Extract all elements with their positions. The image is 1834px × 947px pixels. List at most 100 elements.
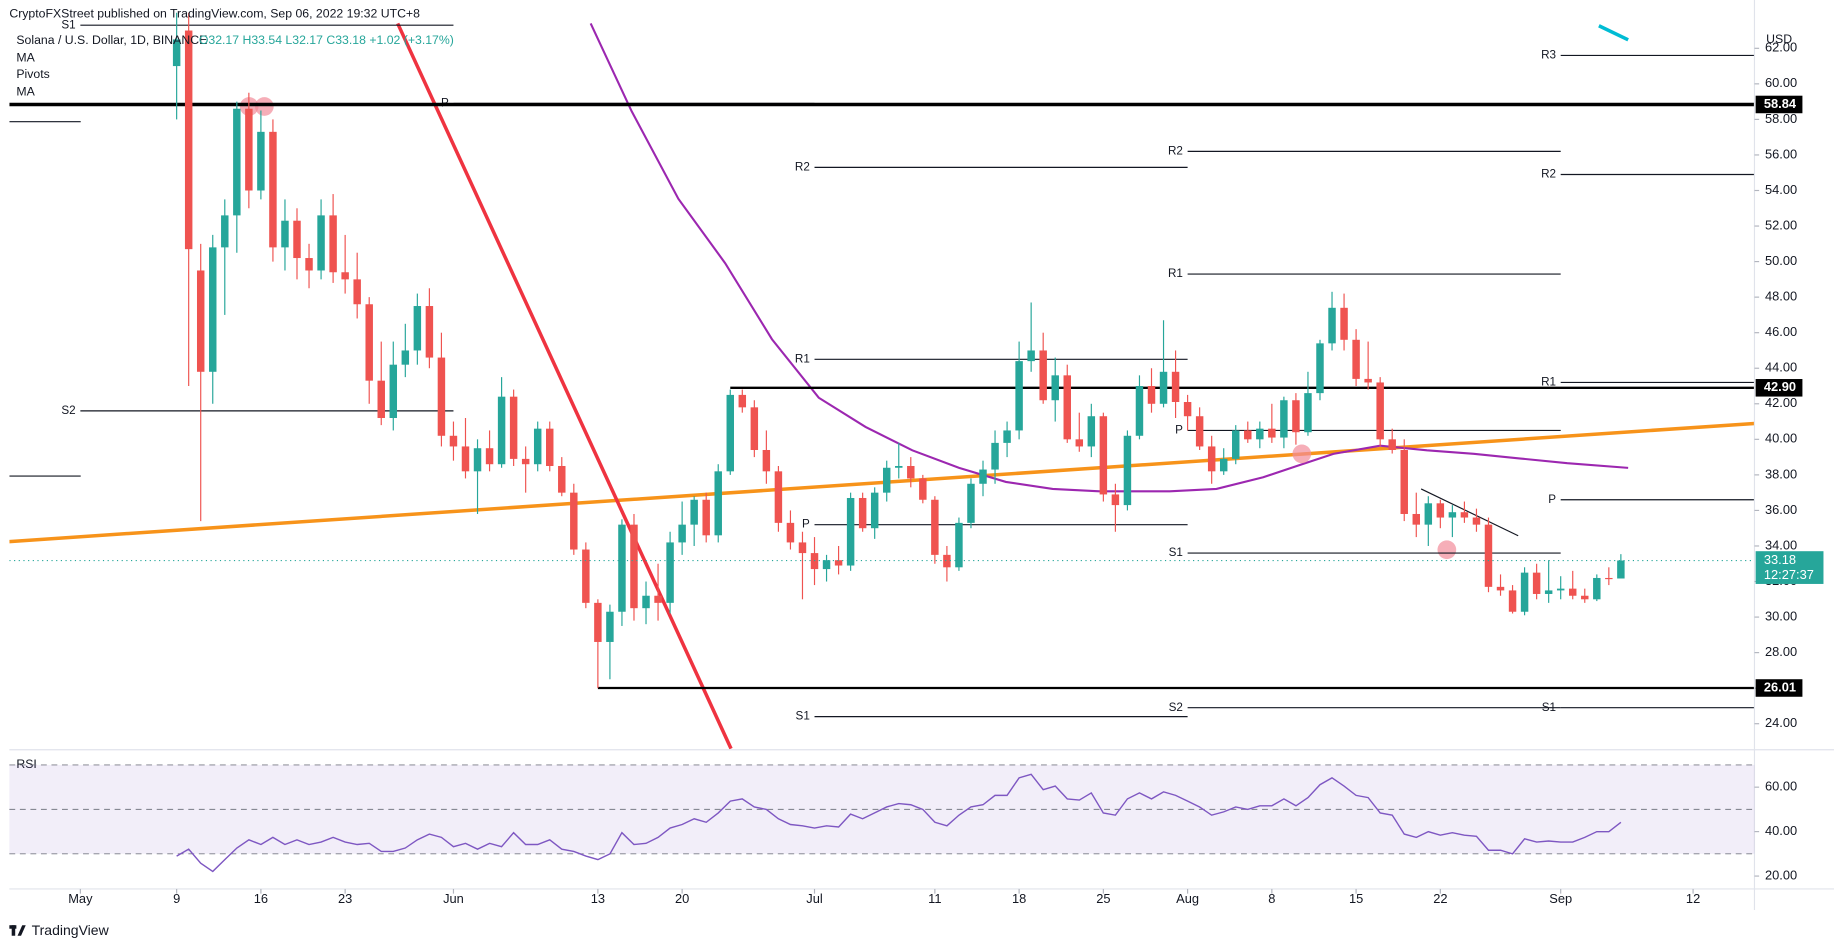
candle-body [305,258,313,271]
candle-body [1135,386,1144,436]
y-tick-label: 50.00 [1765,253,1797,268]
candle-body [714,471,722,536]
y-tick-label: 36.00 [1765,502,1797,517]
symbol: Solana / U.S. Dollar, 1D, BINANCE [16,33,207,47]
published-note: CryptoFXStreet published on TradingView.… [9,6,420,20]
candle-body [1316,343,1324,394]
pivot-label: P [802,518,810,531]
pivot-label: R1 [1541,376,1556,389]
x-tick-label: 11 [928,891,941,906]
candle-body [943,554,951,568]
candle-body [233,108,241,216]
candle-body [919,478,927,500]
trendline [9,421,1755,544]
candle-body [822,560,831,570]
indicator: MA [16,51,35,65]
candle-body [846,497,855,566]
candle-body [172,39,181,67]
candle-body [1352,339,1360,379]
candle-body [702,499,710,536]
candle-body [1496,586,1505,591]
candle-body [401,350,410,365]
candle-body [678,524,686,543]
x-tick-label: 15 [1349,891,1363,906]
candle-body [1003,430,1011,443]
pivot-label: S2 [61,404,75,417]
candle-body [642,595,650,609]
rsi-line [176,773,1622,873]
candle-body [546,428,554,466]
level-label: 58.84 [1764,96,1797,111]
candle-body [1099,416,1108,495]
candle-body [293,220,301,259]
candle-body [461,446,470,472]
candle-body [1123,435,1132,506]
x-tick-label: 23 [338,891,352,906]
y-tick-label: 56.00 [1765,146,1797,161]
candle-body [870,492,879,529]
candle-body [1171,371,1180,403]
pivot-label: R2 [1168,144,1183,157]
y-tick-label: 40.00 [1765,431,1797,446]
candle-body [245,108,253,191]
trendline [1420,488,1519,537]
last-price-tag [1755,551,1824,584]
pivot-label: S1 [796,710,810,723]
candle-body [281,220,289,248]
ohlc-legend: O32.17 H33.54 L32.17 C33.18 +1.02 (+3.17… [199,33,454,47]
candle-body [606,611,614,642]
y-tick-label: 46.00 [1765,324,1797,339]
candle-body [570,492,578,550]
candle-body [594,602,602,642]
candle-body [1520,572,1529,612]
y-tick-label: 60.00 [1765,75,1797,90]
pivot-label: R1 [795,352,810,365]
y-tick-label: 28.00 [1765,644,1797,659]
candle-body [184,30,193,250]
candle-body [618,524,626,612]
candle-body [437,357,446,436]
rsi-title: RSI [16,757,36,771]
x-tick-label: 8 [1268,891,1275,906]
candle-body [931,499,939,555]
candle-body [690,499,698,525]
candle-body [1508,590,1517,612]
x-tick-label: 12 [1686,891,1700,906]
indicator: Pivots [16,67,49,81]
candle-body [1280,400,1288,438]
candle-body [1075,439,1084,447]
y-tick-label: 58.00 [1765,111,1797,126]
pivot-label: S1 [61,18,75,31]
pivot-label: P [1548,493,1556,506]
rsi-tick-label: 20.00 [1765,867,1797,882]
candle-body [786,522,795,543]
trendline [396,22,733,750]
x-tick-label: Jul [806,891,822,906]
candle-body [1292,400,1300,433]
candle-body [425,306,434,358]
candle-body [1569,588,1577,596]
y-tick-label: 54.00 [1765,182,1797,197]
candle-body [329,215,337,273]
candle-body [774,471,783,523]
candle-body [257,131,265,191]
x-tick-label: 20 [675,891,689,906]
candle-body [582,549,590,603]
rsi-tick-label: 40.00 [1765,823,1797,838]
x-tick-label: 13 [591,891,605,906]
candle-body [967,483,975,523]
candle-body [485,448,494,465]
candle-body [1328,307,1336,344]
candle-body [1388,439,1396,450]
footer: TradingView [32,922,110,938]
level-tag [1755,379,1803,397]
candle-body [1304,393,1312,433]
y-tick-label: 24.00 [1765,715,1797,730]
candle-body [269,131,277,248]
last-price-label: 33.18 [1764,552,1796,567]
candle-body [1219,458,1228,472]
candle-body [1605,577,1613,580]
pivot-label: S1 [1169,546,1183,559]
